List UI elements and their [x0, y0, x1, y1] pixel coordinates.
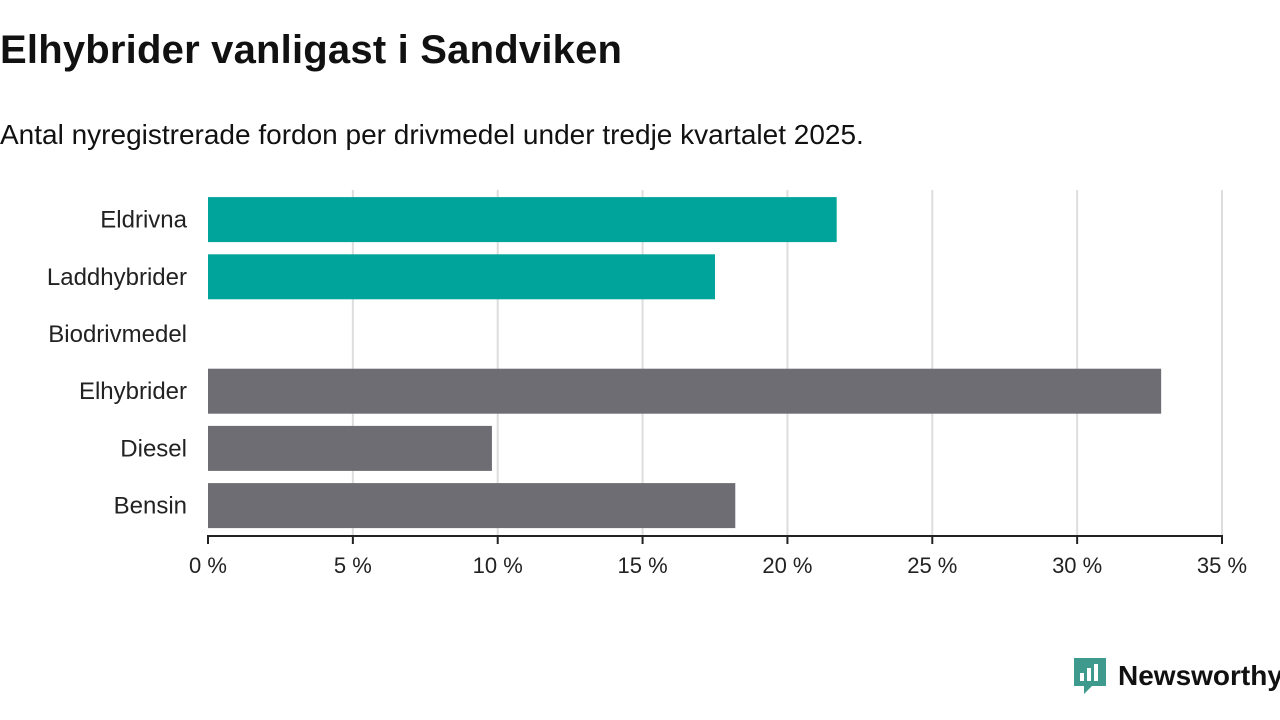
category-label: Biodrivmedel [48, 321, 187, 348]
bar-eldrivna [208, 197, 837, 243]
grid-lines [351, 190, 1223, 536]
x-tick-label: 25 % [907, 553, 957, 578]
bar-diesel [208, 425, 492, 471]
bar-laddhybrider [208, 254, 715, 300]
bar-elhybrider [208, 368, 1162, 414]
chart-subtitle: Antal nyregistrerade fordon per drivmede… [0, 119, 864, 150]
category-label: Eldrivna [100, 207, 187, 234]
x-tick-label: 30 % [1052, 553, 1102, 578]
bar-bensin [208, 483, 736, 529]
x-tick-label: 5 % [334, 553, 372, 578]
category-label: Laddhybrider [47, 264, 187, 291]
chart-title: Elhybrider vanligast i Sandviken [0, 28, 623, 72]
x-tick-label: 0 % [189, 553, 227, 578]
brand-name: Newsworthy [1118, 660, 1280, 691]
bars [208, 197, 1162, 529]
category-labels: Eldrivna Laddhybrider Biodrivmedel Elhybrid… [47, 207, 188, 520]
x-tick-label: 20 % [762, 553, 812, 578]
x-tick-label: 10 % [473, 553, 523, 578]
x-tick-label: 15 % [617, 553, 667, 578]
category-label: Elhybrider [79, 378, 187, 405]
x-axis: 0 % 5 % 10 % 15 % 20 % 25 % 30 % 35 % [189, 535, 1247, 578]
bar-chart: 0 % 5 % 10 % 15 % 20 % 25 % 30 % 35 % Eldrivna L… [47, 190, 1247, 578]
newsworthy-logo: Newsworthy [1072, 656, 1280, 696]
newsworthy-logo-icon [1074, 658, 1106, 694]
x-tick-label: 35 % [1197, 553, 1247, 578]
category-label: Diesel [120, 435, 187, 462]
category-label: Bensin [114, 493, 187, 520]
